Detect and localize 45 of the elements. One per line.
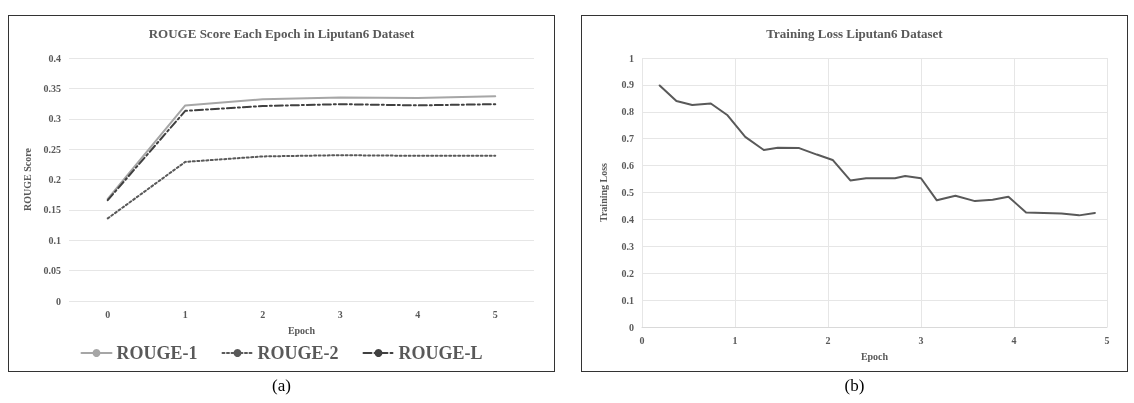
legend-label: ROUGE-1 (116, 343, 198, 363)
x-tick-label: 0 (105, 308, 111, 320)
legend-label: ROUGE-L (398, 343, 483, 363)
text: (b) (844, 376, 865, 396)
y-tick-label: 0.1 (621, 294, 634, 306)
x-tick-label: 2 (825, 334, 831, 346)
x-axis-title: Epoch (287, 324, 316, 336)
x-tick-label: 3 (337, 308, 343, 320)
y-tick-label: 0.2 (48, 174, 61, 185)
y-axis-title: Training Loss (597, 162, 609, 222)
x-tick-label: 1 (182, 308, 188, 320)
y-tick-label: 0.4 (48, 52, 61, 64)
y-axis-title: ROUGE Score (22, 147, 34, 211)
y-tick-label: 0 (56, 295, 61, 307)
y-tick-label: 0.4 (621, 213, 634, 225)
legend-label: ROUGE-2 (257, 343, 339, 363)
x-tick-label: 5 (492, 308, 498, 320)
x-tick-label: 4 (1011, 334, 1017, 346)
line-series (106, 154, 497, 220)
x-tick-label: 4 (415, 308, 421, 320)
x-tick-label: 0 (639, 334, 645, 346)
y-tick-label: 0.8 (621, 106, 634, 118)
x-tick-label: 5 (1104, 334, 1110, 346)
y-tick-label: 0.2 (621, 267, 634, 279)
y-tick-label: 0.25 (43, 143, 61, 155)
line-series (658, 84, 1096, 217)
y-tick-label: 0.35 (43, 82, 61, 94)
x-axis-title: Epoch (860, 350, 889, 362)
y-tick-label: 0.9 (621, 79, 634, 91)
y-tick-label: 1 (629, 52, 634, 64)
chart-title: Training Loss Liputan6 Dataset (766, 26, 944, 41)
y-tick-label: 0.1 (48, 234, 61, 246)
x-tick-label: 3 (918, 334, 924, 346)
y-tick-label: 0.15 (43, 204, 61, 216)
text: (a) (272, 376, 291, 396)
x-tick-label: 2 (260, 308, 266, 320)
chart-title: ROUGE Score Each Epoch in Liputan6 Dataset (148, 26, 415, 41)
y-tick-label: 0.7 (621, 133, 634, 145)
y-tick-label: 0.05 (43, 265, 61, 277)
y-tick-label: 0 (629, 321, 634, 333)
x-tick-label: 1 (732, 334, 738, 346)
y-tick-label: 0.3 (48, 113, 61, 125)
y-tick-label: 0.5 (621, 187, 634, 198)
y-tick-label: 0.3 (621, 240, 634, 252)
y-tick-label: 0.6 (621, 160, 634, 172)
